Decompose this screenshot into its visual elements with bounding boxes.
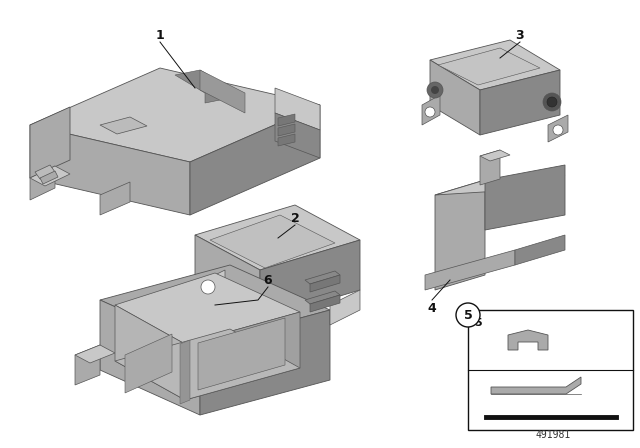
Text: 3: 3 <box>516 29 524 42</box>
Polygon shape <box>485 165 565 230</box>
Polygon shape <box>175 70 230 93</box>
Polygon shape <box>310 275 340 292</box>
Polygon shape <box>100 265 330 345</box>
Text: 6: 6 <box>264 273 272 287</box>
Polygon shape <box>30 166 55 200</box>
Polygon shape <box>35 165 55 179</box>
Polygon shape <box>195 235 260 320</box>
Polygon shape <box>30 125 190 215</box>
Text: 2: 2 <box>291 211 300 224</box>
Polygon shape <box>115 273 300 344</box>
Polygon shape <box>275 113 320 158</box>
Polygon shape <box>125 334 172 393</box>
Polygon shape <box>305 291 340 304</box>
Polygon shape <box>195 205 360 270</box>
Polygon shape <box>100 300 200 415</box>
Polygon shape <box>200 310 330 415</box>
FancyBboxPatch shape <box>468 310 633 430</box>
Text: 1: 1 <box>156 29 164 42</box>
Circle shape <box>425 107 435 117</box>
Circle shape <box>543 93 561 111</box>
Text: 491981: 491981 <box>536 430 571 440</box>
Polygon shape <box>180 340 190 404</box>
Polygon shape <box>422 95 440 125</box>
Text: 5: 5 <box>463 309 472 322</box>
Circle shape <box>456 303 480 327</box>
Polygon shape <box>435 180 485 290</box>
Polygon shape <box>480 150 510 161</box>
Polygon shape <box>40 171 58 184</box>
Polygon shape <box>210 215 335 268</box>
Polygon shape <box>305 271 340 284</box>
Polygon shape <box>508 330 548 350</box>
Polygon shape <box>30 107 70 178</box>
Polygon shape <box>100 117 147 134</box>
Polygon shape <box>310 295 340 312</box>
Polygon shape <box>491 377 581 394</box>
Polygon shape <box>195 270 225 305</box>
Polygon shape <box>278 114 295 126</box>
Polygon shape <box>480 150 500 185</box>
Text: 5: 5 <box>474 318 482 328</box>
Polygon shape <box>425 250 515 290</box>
Polygon shape <box>205 88 230 103</box>
Polygon shape <box>190 105 320 215</box>
Polygon shape <box>278 134 295 146</box>
Polygon shape <box>515 235 565 265</box>
Polygon shape <box>548 115 568 142</box>
Polygon shape <box>200 70 245 113</box>
Polygon shape <box>275 88 320 130</box>
Polygon shape <box>260 240 360 320</box>
Circle shape <box>431 86 439 94</box>
Circle shape <box>547 97 557 107</box>
Polygon shape <box>480 70 560 135</box>
Polygon shape <box>75 345 100 385</box>
Polygon shape <box>100 182 130 215</box>
Polygon shape <box>30 166 70 186</box>
Polygon shape <box>30 68 320 162</box>
Circle shape <box>553 125 563 135</box>
Polygon shape <box>278 124 295 136</box>
Polygon shape <box>438 48 540 85</box>
Polygon shape <box>198 318 285 390</box>
Polygon shape <box>75 345 115 363</box>
Polygon shape <box>430 60 480 135</box>
Polygon shape <box>330 290 360 325</box>
Polygon shape <box>185 312 300 400</box>
Polygon shape <box>115 305 185 400</box>
Polygon shape <box>430 40 560 90</box>
Text: 4: 4 <box>428 302 436 314</box>
Polygon shape <box>115 329 300 400</box>
Circle shape <box>427 82 443 98</box>
Polygon shape <box>435 175 565 195</box>
Circle shape <box>201 280 215 294</box>
